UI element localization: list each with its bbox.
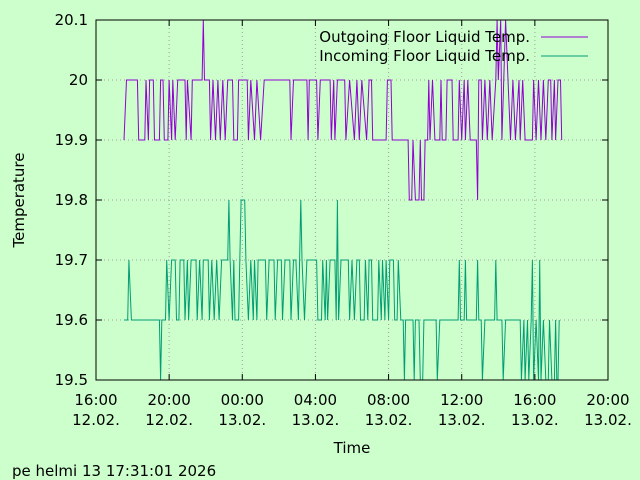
x-tick-label: 16:00: [513, 391, 556, 409]
legend: Outgoing Floor Liquid Temp.Incoming Floo…: [319, 28, 588, 65]
x-tick-label: 04:00: [294, 391, 337, 409]
y-axis-ticks: 19.5 19.6 19.7 19.8 19.9 20 20.1: [55, 11, 608, 389]
series-line-2: [124, 199, 560, 380]
x-tick-date-label: 13.02.: [292, 411, 340, 429]
x-tick-label: 20:00: [586, 391, 629, 409]
x-tick-date-label: 13.02.: [365, 411, 413, 429]
x-tick-label: 12:00: [440, 391, 483, 409]
x-axis-label: Time: [333, 439, 371, 457]
y-tick-label: 19.7: [55, 251, 88, 269]
x-tick-date-label: 12.02.: [145, 411, 193, 429]
footer-timestamp: pe helmi 13 17:31:01 2026: [12, 462, 216, 480]
x-tick-date-label: 13.02.: [511, 411, 559, 429]
legend-label-1: Outgoing Floor Liquid Temp.: [319, 28, 530, 46]
x-tick-date-label: 13.02.: [218, 411, 266, 429]
x-tick-date-label: 13.02.: [584, 411, 632, 429]
x-tick-label: 08:00: [367, 391, 410, 409]
y-tick-label: 19.8: [55, 191, 88, 209]
y-tick-label: 19.5: [55, 371, 88, 389]
x-tick-label: 00:00: [221, 391, 264, 409]
legend-label-2: Incoming Floor Liquid Temp.: [319, 47, 530, 65]
y-tick-label: 20.1: [55, 11, 88, 29]
y-tick-label: 20: [69, 71, 88, 89]
y-tick-label: 19.6: [55, 311, 88, 329]
x-axis-ticks: 16:00 12.02. 20:00 12.02. 00:00 13.02. 04:00 13…: [72, 20, 632, 429]
x-tick-date-label: 13.02.: [438, 411, 486, 429]
y-axis-label: Temperature: [10, 152, 28, 248]
y-tick-label: 19.9: [55, 131, 88, 149]
series-line-1: [123, 20, 563, 201]
x-tick-label: 16:00: [74, 391, 117, 409]
series-layer: [123, 20, 563, 380]
x-tick-date-label: 12.02.: [72, 411, 120, 429]
x-tick-label: 20:00: [148, 391, 191, 409]
